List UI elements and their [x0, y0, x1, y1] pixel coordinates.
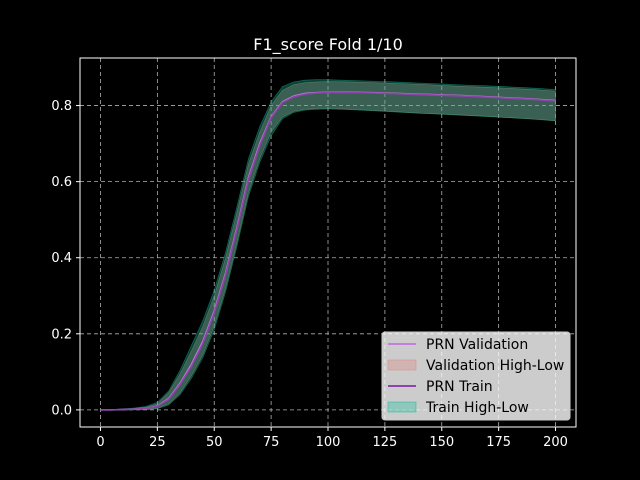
x-tick-label: 25 [149, 435, 166, 450]
x-tick-label: 50 [206, 435, 223, 450]
band-train-high-low [100, 79, 556, 411]
x-tick-label: 200 [543, 435, 568, 450]
y-tick-label: 0.2 [51, 327, 72, 342]
chart-title: F1_score Fold 1/10 [253, 35, 403, 55]
lines [100, 91, 556, 411]
legend-label: PRN Train [426, 379, 493, 395]
legend-label: Train High-Low [425, 400, 529, 416]
x-tick-label: 150 [429, 435, 454, 450]
y-tick-label: 0.4 [51, 251, 72, 266]
y-tick-label: 0.6 [51, 175, 72, 190]
line-prn-train [100, 91, 556, 411]
bands [100, 79, 556, 411]
legend: PRN Validation Validation High-Low PRN Tra… [381, 331, 571, 421]
x-tick-label: 0 [96, 435, 104, 450]
x-tick-label: 75 [263, 435, 280, 450]
x-tick-label: 100 [316, 435, 341, 450]
legend-box [381, 331, 571, 421]
grid [80, 58, 576, 427]
y-tick-label: 0.0 [51, 403, 72, 418]
y-tick-label: 0.8 [51, 99, 72, 114]
legend-swatch [387, 401, 417, 413]
legend-label: PRN Validation [426, 337, 528, 353]
x-tick-label: 125 [372, 435, 397, 450]
legend-label: Validation High-Low [426, 358, 564, 374]
x-tick-label: 175 [486, 435, 511, 450]
legend-swatch [387, 359, 417, 371]
ticks: 0 25 50 75 100 125 150 175 200 0.0 0.2 0.4 0.6 0.8 [51, 99, 568, 450]
